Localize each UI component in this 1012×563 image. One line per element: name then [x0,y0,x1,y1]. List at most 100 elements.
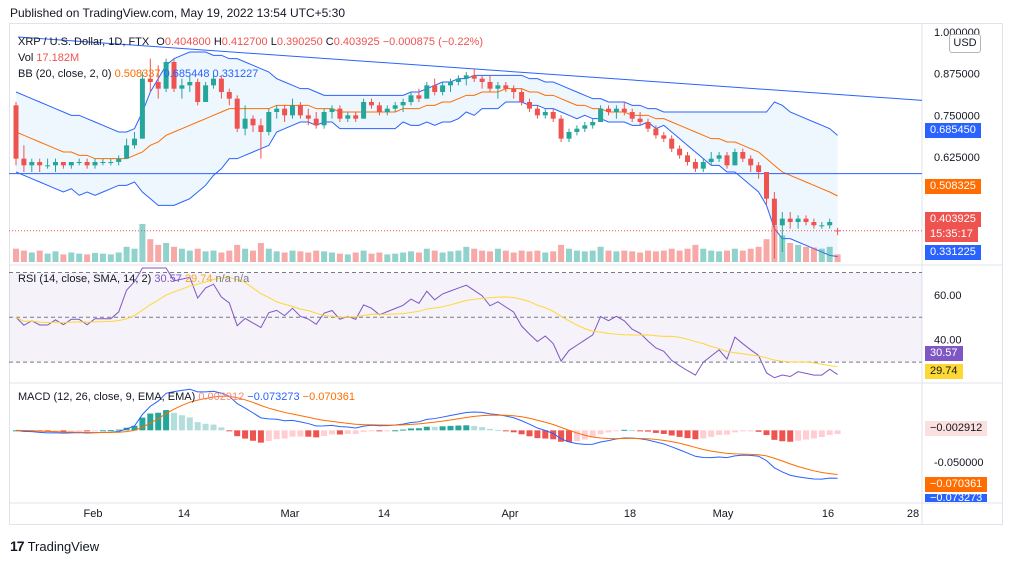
macd-histogram-bar [265,430,272,441]
volume-bar [273,251,280,262]
time-axis-tick: Feb [84,508,103,520]
trend-line [17,36,923,101]
open-value: 0.404800 [164,36,211,48]
volume-bar [621,250,628,262]
volume-bar [28,252,35,262]
candle-body [479,78,485,82]
volume-bar [123,246,130,262]
volume-bar [321,251,328,262]
candle-body [60,162,66,166]
candle-body [764,172,769,199]
candle-body [226,92,232,99]
volume-bar [652,251,659,262]
volume-bar [668,248,675,262]
candle-body [195,82,201,102]
candle-body [519,92,525,102]
currency-button[interactable]: USD [949,34,981,53]
macd-histogram-bar [92,430,98,432]
macd-histogram-bar [692,430,699,440]
candle-body [384,108,390,112]
volume-bar [692,244,699,262]
close-price-tag: 0.403925 [925,212,981,227]
macd-histogram-bar [629,430,636,432]
macd-signal-value: −0.070361 [302,391,355,403]
macd-line [15,388,838,480]
volume-bar [423,248,430,262]
candle-body [37,162,43,166]
time-axis-tick: 16 [822,508,834,520]
candle-body [740,152,746,159]
macd-histogram-bar [573,430,580,442]
candle-body [621,108,627,112]
macd-histogram-bar [700,430,707,439]
time-axis-tick: 14 [178,508,190,520]
macd-histogram-bar [321,430,328,436]
macd-histogram-bar [716,430,723,436]
volume-bar [289,250,296,262]
bb-basis-line [15,88,838,197]
volume-bar [573,250,580,262]
volume-bar [131,248,138,262]
macd-histogram-bar [139,417,146,431]
macd-histogram-bar [60,430,67,432]
rsi-label: RSI (14, close, SMA, 14, 2) [18,273,152,285]
volume-bar [147,239,154,262]
rsi-na-1: n/a [215,273,231,285]
macd-histogram-bar [178,415,185,431]
volume-bar [13,248,19,262]
macd-histogram-bar [115,429,122,431]
candle-body [677,148,683,156]
candle-body [424,85,430,99]
candle-body [290,105,295,116]
candle-body [92,162,98,166]
candle-body [392,105,398,109]
volume-value: 17.182M [36,52,80,64]
macd-histogram-bar [297,430,304,437]
candle-body [282,108,288,116]
rsi-axis-tick: 40.00 [934,335,962,347]
volume-bar [479,250,486,262]
candle-body [147,78,153,82]
bb-lower-tag: 0.331225 [925,245,981,260]
macd-histogram-bar [494,429,501,431]
candle-body [68,162,74,166]
volume-bar [163,243,170,262]
volume-bar [76,253,83,262]
macd-hist-value: 0.002912 [198,391,245,403]
candle-body [297,105,303,116]
candle-body [645,122,651,129]
macd-histogram-bar [834,430,841,435]
macd-signal-tag: −0.070361 [925,477,988,492]
macd-histogram-bar [242,430,249,439]
macd-histogram-bar [621,429,628,431]
volume-bar [676,250,683,262]
volume-bar [107,254,114,262]
macd-histogram-bar [558,430,565,442]
volume-bar [171,246,177,262]
volume-bar [518,250,525,262]
candle-body [187,82,193,86]
macd-histogram-bar [431,426,438,431]
volume-bar [155,244,162,262]
macd-histogram-bar [423,426,430,431]
macd-histogram-bar [439,426,446,431]
volume-bar [257,243,264,262]
candle-body [132,138,137,146]
volume-bar [84,254,91,262]
volume-bar [494,248,501,262]
volume-bar [178,248,185,262]
bb-basis-value: 0.508337 [114,68,161,80]
chart-frame [9,23,1003,525]
volume-bar [218,252,225,262]
candle-body [76,162,82,163]
volume-bar [305,252,312,262]
macd-histogram-bar [795,430,802,441]
volume-bar [210,250,217,262]
candle-body [487,82,493,89]
volume-legend: Vol 17.182M [18,52,79,64]
footer-brand[interactable]: 17 TradingView [10,538,99,554]
candle-body [606,108,611,112]
open-label: O [156,36,165,48]
volume-bar [360,250,367,262]
